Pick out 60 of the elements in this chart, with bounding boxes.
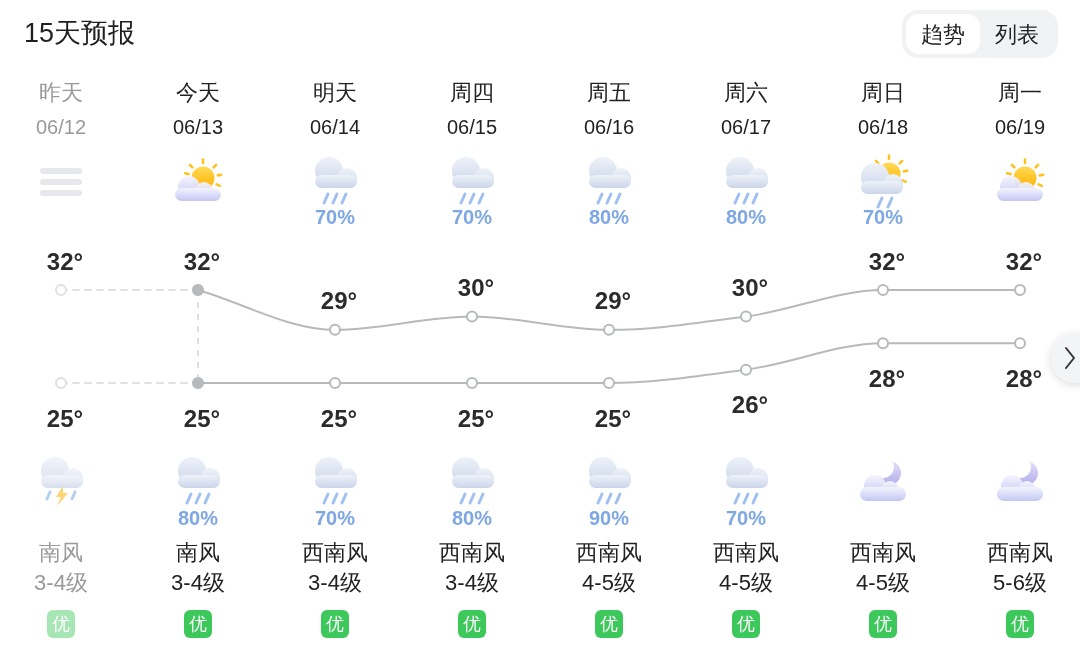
text: 3-4级 [34,569,88,595]
data-label: 29° [320,287,358,315]
annotation: 90% [588,507,630,529]
x-tick-label: 周一 06/19 [994,79,1046,138]
text: 西南风 [439,539,505,565]
text: 西南风 [987,539,1053,565]
badge: 优 [47,610,75,638]
text: 西南风 [576,539,642,565]
annotation: 80% [177,507,219,529]
data-label: 25° [594,404,632,432]
badge: 优 [732,610,760,638]
x-tick-label: 周五 06/16 [583,79,635,138]
annotation: 70% [314,206,356,228]
text: 4-5级 [719,569,773,595]
chart-title: 15天预报 [24,18,136,48]
text: 西南风 [850,539,916,565]
badge: 优 [1006,610,1034,638]
x-tick-label: 明天 06/14 [309,79,361,138]
text: 3-4级 [308,569,362,595]
badge: 优 [321,610,349,638]
data-label: 32° [46,247,84,275]
x-tick-label: 周日 06/18 [857,79,909,138]
annotation: 80% [588,206,630,228]
x-tick-label: 周六 06/17 [720,79,772,138]
data-label: 28° [868,364,906,392]
view-toggle: 趋势 列表 [902,10,1058,58]
text: 3-4级 [445,569,499,595]
data-label: 32° [183,247,221,275]
x-tick-label: 昨天 06/12 [35,79,87,138]
x-tick-label: 今天 06/13 [172,79,224,138]
annotation: 70% [451,206,493,228]
x-tick-label: 周四 06/15 [446,79,498,138]
data-label: 29° [594,287,632,315]
data-label: 32° [1005,247,1043,275]
annotation: 80% [725,206,767,228]
badge: 优 [869,610,897,638]
data-label: 32° [868,247,906,275]
data-label: 25° [320,404,358,432]
badge: 优 [184,610,212,638]
data-label: 25° [457,404,495,432]
text: 西南风 [302,539,368,565]
text: 3-4级 [171,569,225,595]
text: 4-5级 [856,569,910,595]
text: 南风 [39,539,83,565]
text: 4-5级 [582,569,636,595]
annotation: 70% [725,507,767,529]
data-label: 28° [1005,364,1043,392]
badge: 优 [458,610,486,638]
data-label: 30° [731,274,769,302]
annotation: 70% [314,507,356,529]
data-label: 25° [46,404,84,432]
data-label: 30° [457,274,495,302]
annotation: 70% [862,206,904,228]
data-label: 25° [183,404,221,432]
text: 西南风 [713,539,779,565]
annotation: 80% [451,507,493,529]
badge: 优 [595,610,623,638]
text: 5-6级 [993,569,1047,595]
text: 南风 [176,539,220,565]
data-label: 26° [731,391,769,419]
